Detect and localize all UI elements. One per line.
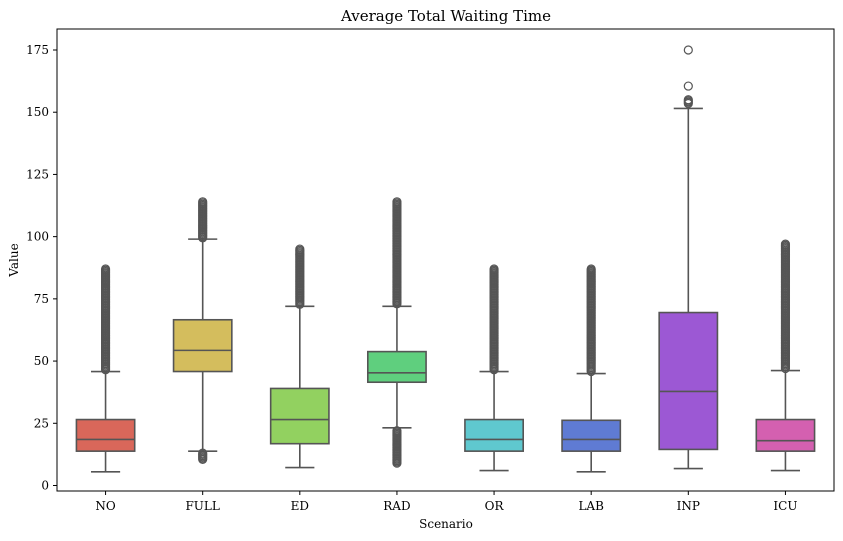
chart-title: Average Total Waiting Time [340, 7, 551, 25]
x-tick-label: FULL [185, 499, 219, 513]
box-inp [658, 45, 719, 470]
y-tick-label: 25 [34, 416, 49, 430]
box-lab [561, 264, 622, 473]
x-axis-label: Scenario [419, 517, 473, 531]
y-tick-label: 125 [26, 167, 49, 181]
x-tick-label: INP [677, 499, 700, 513]
box-body [366, 350, 427, 384]
outlier-point [392, 426, 402, 436]
box-ed [269, 244, 330, 469]
box-icu [755, 239, 816, 472]
y-tick-label: 100 [26, 230, 49, 244]
outlier-point [489, 264, 499, 274]
y-tick-label: 175 [26, 43, 49, 57]
box-no [75, 264, 136, 473]
outlier-point [198, 448, 208, 458]
outlier-point [683, 95, 693, 105]
box-full [172, 197, 233, 464]
box-body [755, 418, 816, 452]
outlier-point [683, 81, 693, 91]
box-series [75, 45, 816, 473]
box-body [269, 387, 330, 445]
y-axis-label: Value [7, 243, 21, 277]
box-body [561, 419, 622, 452]
x-axis: NO FULL ED RAD OR LAB INP ICU [95, 491, 797, 513]
x-tick-label: RAD [383, 499, 410, 513]
plot-area-frame [56, 28, 835, 492]
box-body [172, 318, 233, 373]
x-tick-label: ICU [773, 499, 797, 513]
outlier-point [295, 244, 305, 254]
y-tick-label: 150 [26, 105, 49, 119]
outlier-point [683, 45, 693, 55]
outlier-point [586, 264, 596, 274]
outlier-point [198, 197, 208, 207]
y-tick-label: 75 [34, 292, 49, 306]
box-body [464, 418, 524, 452]
outlier-point [392, 197, 402, 207]
x-tick-label: LAB [578, 499, 604, 513]
y-tick-label: 0 [41, 479, 49, 493]
outlier-point [100, 264, 111, 274]
box-body [75, 418, 136, 452]
x-tick-label: NO [95, 499, 116, 513]
box-or [464, 264, 524, 472]
outlier-point [780, 239, 791, 249]
box-body [658, 311, 719, 451]
box-rad [366, 197, 427, 468]
x-tick-label: ED [291, 499, 309, 513]
x-tick-label: OR [485, 499, 505, 513]
y-axis: 0 25 50 75 100 125 150 175 [26, 43, 57, 493]
y-tick-label: 50 [34, 354, 49, 368]
